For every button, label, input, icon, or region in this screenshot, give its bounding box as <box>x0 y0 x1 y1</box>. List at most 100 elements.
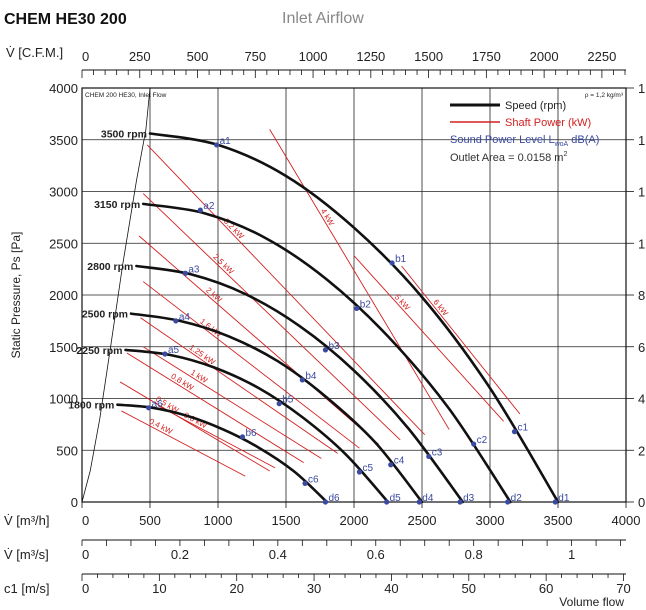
power-line <box>146 144 426 436</box>
c1-tick-label: 20 <box>229 581 243 596</box>
operating-point <box>505 499 511 505</box>
operating-point <box>302 480 308 486</box>
operating-point <box>173 318 179 324</box>
m3h-tick-label: 4000 <box>612 513 641 528</box>
ps-tick-label: 3000 <box>49 185 78 200</box>
power-line <box>142 281 360 449</box>
operating-point <box>239 434 246 440</box>
power-line <box>142 193 401 441</box>
operating-point-label: a6 <box>152 399 164 410</box>
speed-curve <box>116 403 329 504</box>
plot-label: CHEM 200 HE30, Inlet Flow <box>85 92 167 99</box>
right-tick-label: 8 <box>638 288 645 303</box>
operating-point <box>182 270 188 276</box>
speed-curve-label: 3500 rpm <box>101 129 147 141</box>
speed-curve <box>148 132 560 504</box>
operating-point-label: d1 <box>558 493 570 504</box>
ps-tick-label: 1500 <box>49 340 78 355</box>
operating-point-label: d5 <box>390 493 402 504</box>
m3h-tick-label: 1500 <box>272 513 301 528</box>
ps-tick-label: 500 <box>56 443 78 458</box>
operating-point-label: d4 <box>422 493 434 504</box>
m3h-tick-label: 0 <box>82 513 89 528</box>
operating-point-label: c2 <box>477 435 488 446</box>
speed-curve-label: 2800 rpm <box>87 261 133 273</box>
power-line <box>119 381 270 472</box>
header-subtitle: Inlet Airflow <box>282 10 364 27</box>
operating-point-label: a3 <box>188 264 200 275</box>
c1-tick-label: 0 <box>82 581 89 596</box>
power-line <box>142 346 322 459</box>
cfm-tick-label: 750 <box>244 49 266 64</box>
operating-point <box>197 207 203 213</box>
operating-point-label: d3 <box>463 493 475 504</box>
operating-point-label: c6 <box>308 474 319 485</box>
speed-curve-label: 2250 rpm <box>76 345 122 357</box>
m3h-tick-label: 2000 <box>340 513 369 528</box>
operating-point <box>426 453 432 460</box>
operating-point-label: c5 <box>362 463 373 474</box>
m3s-axis-label: V̇ [m³/s] <box>4 547 49 562</box>
y-axis-label: Static Pressure, Ps [Pa] <box>9 232 23 359</box>
m3s-tick-label: 1 <box>568 547 575 562</box>
legend-speed-label: Speed (rpm) <box>505 100 566 112</box>
cfm-tick-label: 500 <box>187 49 209 64</box>
operating-point <box>389 260 395 266</box>
operating-point-label: d6 <box>328 493 340 504</box>
x-axis-label: Volume flow <box>559 595 624 609</box>
c1-tick-label: 60 <box>539 581 553 596</box>
c1-tick-label: 70 <box>616 581 630 596</box>
right-tick-label: 1 <box>638 133 645 148</box>
speed-curve-label: 2500 rpm <box>82 309 128 321</box>
operating-point <box>511 429 518 435</box>
legend-outlet-label: Outlet Area = 0.0158 m2 <box>450 151 567 164</box>
legend-sound-label: Sound Power Level LwoA dB(A) <box>450 134 599 148</box>
operating-envelope <box>81 87 151 503</box>
speed-curve <box>141 202 512 504</box>
right-tick-label: 1 <box>638 236 645 251</box>
ps-tick-label: 4000 <box>49 81 78 96</box>
c1-tick-label: 40 <box>384 581 398 596</box>
operating-point-label: b6 <box>245 428 257 439</box>
power-line-label: 6 kW <box>431 298 450 318</box>
ps-tick-label: 2000 <box>49 288 78 303</box>
power-line <box>121 410 246 477</box>
operating-point <box>384 499 390 505</box>
power-line-label: 0.4 kW <box>148 417 175 437</box>
operating-point <box>276 401 282 407</box>
operating-point <box>162 351 168 357</box>
operating-point-label: b5 <box>282 395 294 406</box>
operating-point <box>552 499 558 505</box>
right-tick-label: 4 <box>638 392 645 407</box>
cfm-tick-label: 1250 <box>356 49 385 64</box>
speed-curve <box>124 348 390 504</box>
density-label: ρ = 1,2 kg/m³ <box>585 92 624 99</box>
operating-point-label: b3 <box>328 341 340 352</box>
operating-point <box>356 469 363 475</box>
power-line <box>269 129 450 430</box>
operating-point <box>354 305 360 312</box>
right-tick-label: 2 <box>638 443 645 458</box>
m3s-tick-label: 0.2 <box>171 547 189 562</box>
operating-point-label: c1 <box>517 423 528 434</box>
speed-curve <box>135 264 465 504</box>
speed-curve <box>129 312 424 504</box>
power-line <box>401 265 521 415</box>
operating-point <box>322 499 329 505</box>
operating-point-label: a2 <box>203 201 215 212</box>
header-title: CHEM HE30 200 <box>4 11 127 28</box>
cfm-tick-label: 2250 <box>587 49 616 64</box>
operating-point <box>471 441 477 447</box>
m3h-tick-label: 3000 <box>476 513 505 528</box>
operating-point <box>416 499 422 505</box>
operating-point-label: c3 <box>432 447 443 458</box>
m3h-tick-label: 2500 <box>408 513 437 528</box>
m3h-tick-label: 500 <box>139 513 161 528</box>
right-tick-label: 6 <box>638 340 645 355</box>
operating-point-label: a1 <box>220 136 232 147</box>
operating-point <box>146 405 152 411</box>
c1-tick-label: 10 <box>152 581 166 596</box>
m3s-tick-label: 0.6 <box>367 547 385 562</box>
power-line <box>126 352 304 464</box>
